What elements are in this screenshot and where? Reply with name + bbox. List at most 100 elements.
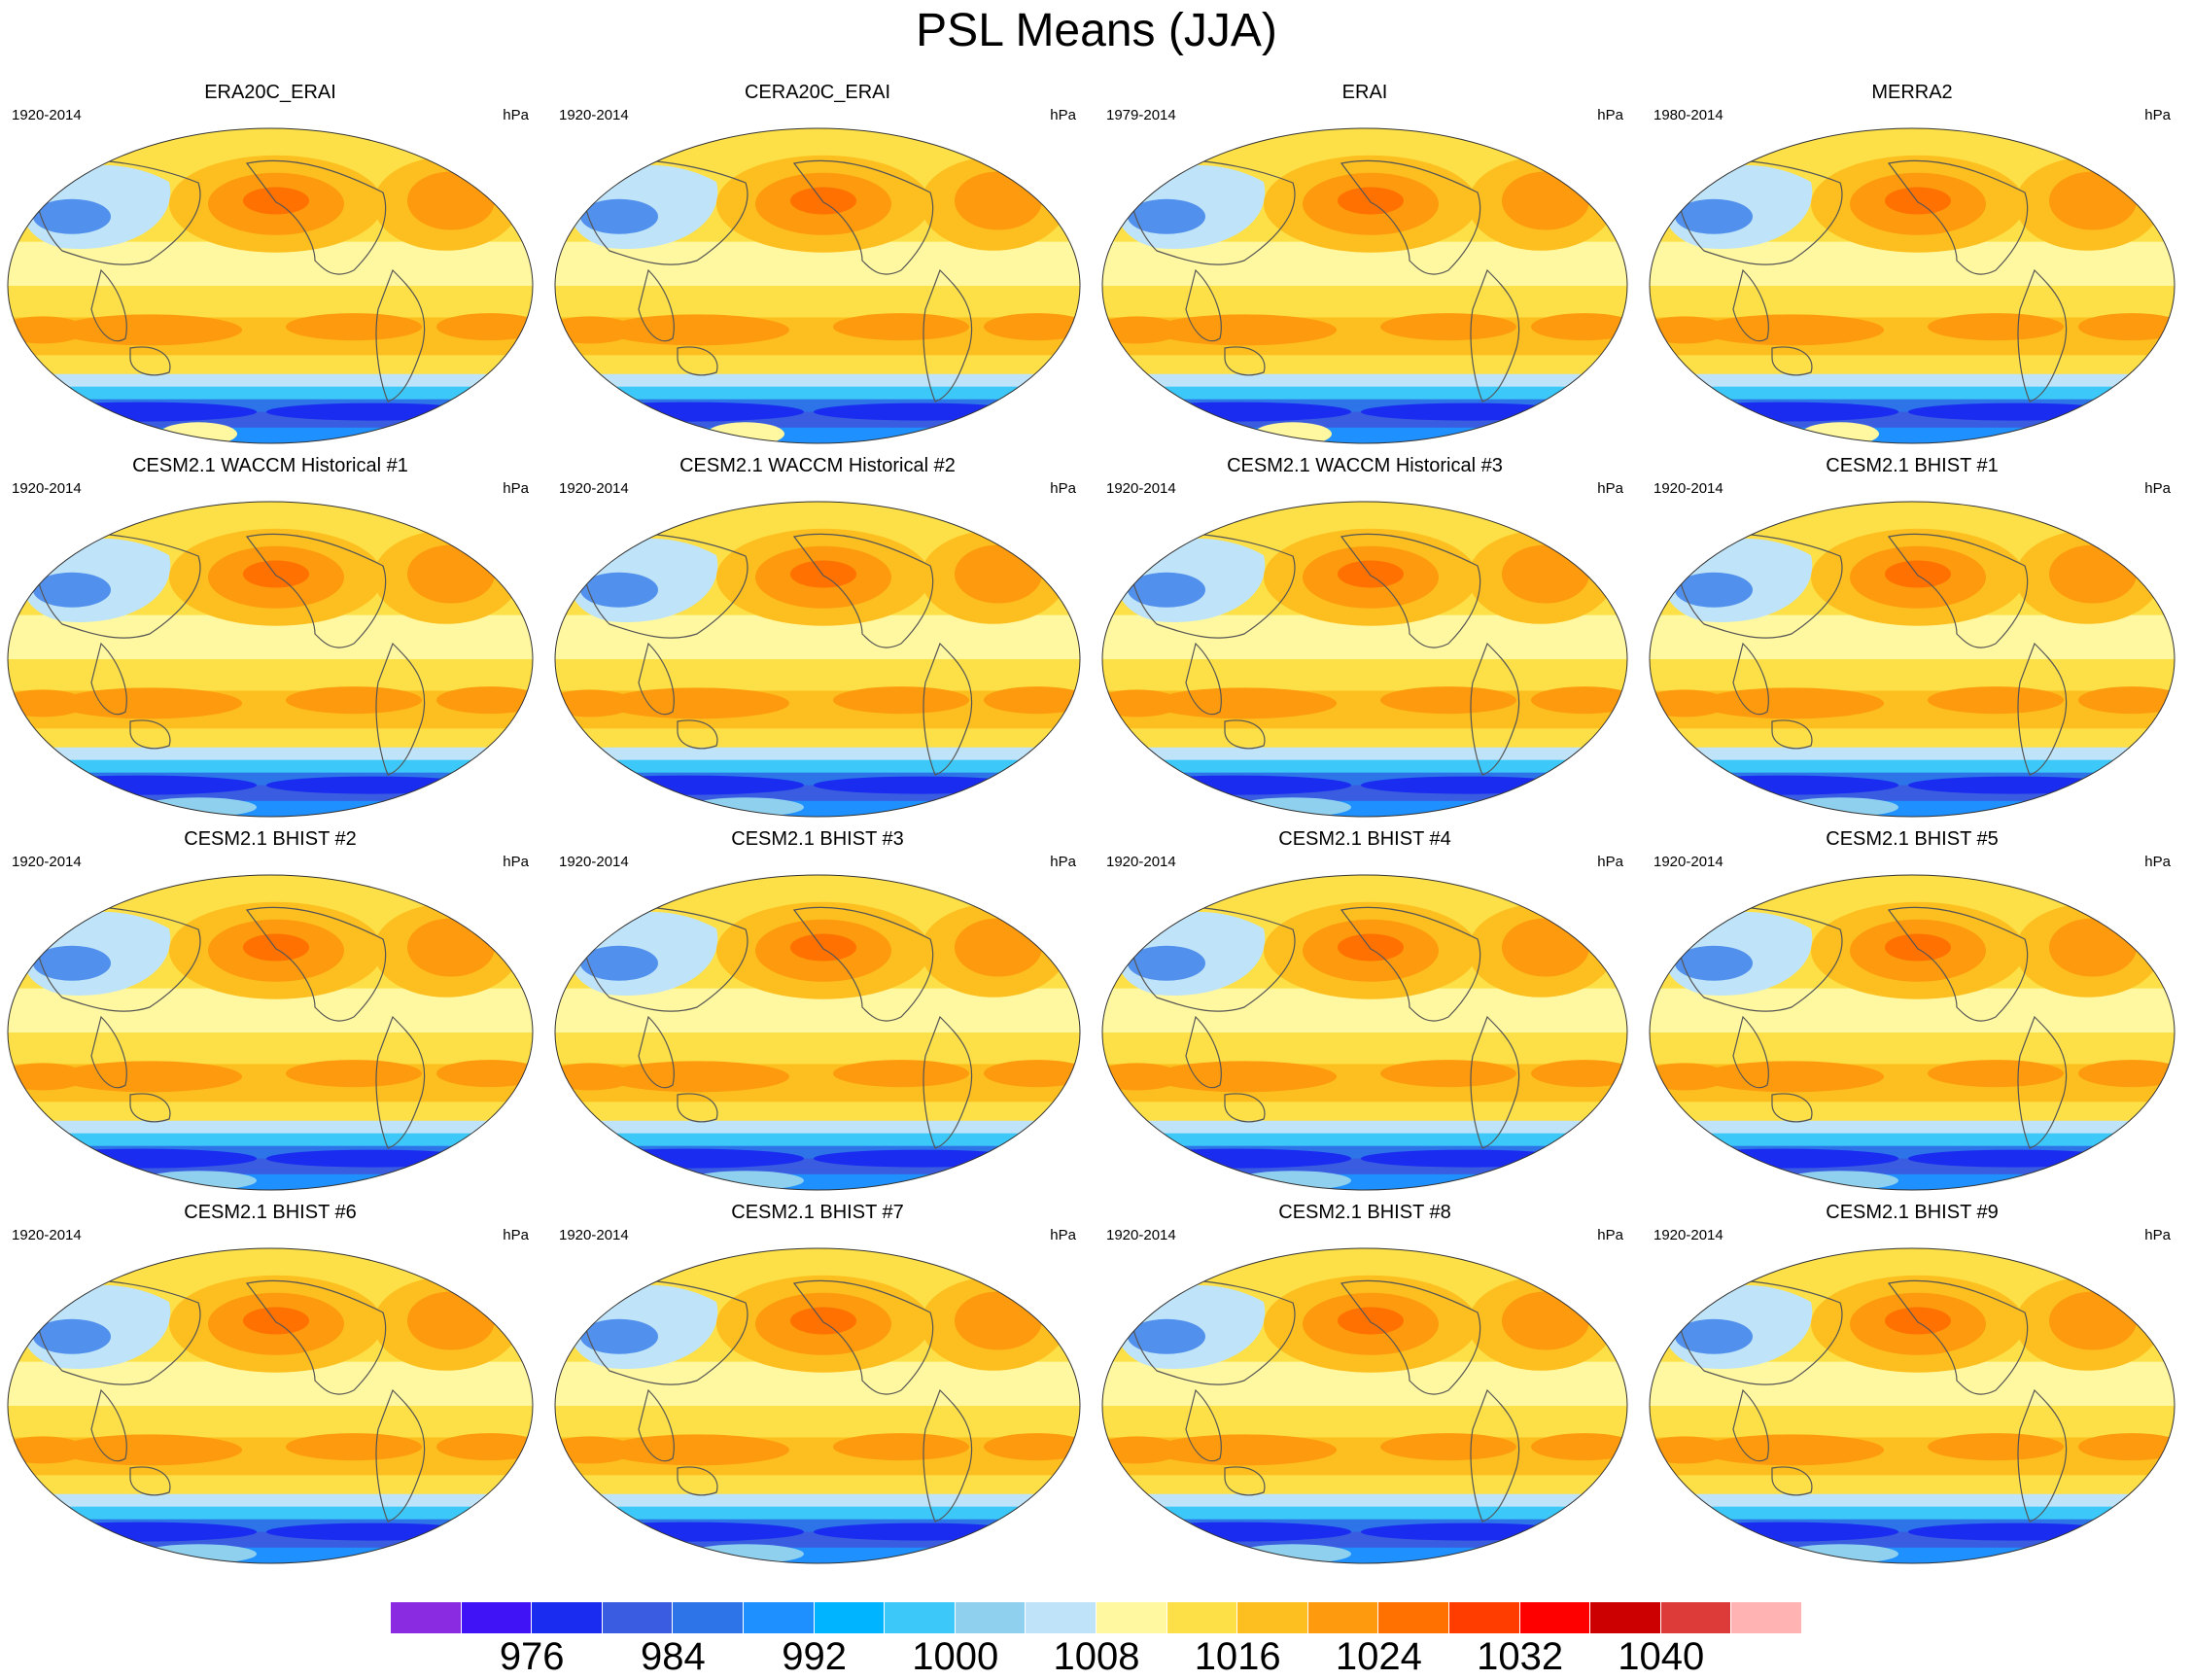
continent-outline — [792, 533, 934, 648]
continent-outline — [638, 642, 675, 716]
antarctic-pattern — [687, 797, 804, 817]
continent-outline — [129, 719, 171, 750]
pressure-band — [8, 386, 533, 401]
southern-ocean-low — [1665, 402, 1898, 422]
colorbar-box — [391, 1602, 462, 1633]
pressure-band — [555, 659, 1080, 692]
continent-outline — [32, 905, 201, 1012]
south-atlantic-high — [436, 1433, 533, 1461]
pressure-band — [1102, 1032, 1627, 1066]
psl-map — [1649, 1247, 2176, 1564]
south-atlantic-high — [984, 1060, 1080, 1088]
colorbar-box — [1660, 1602, 1732, 1633]
south-pacific-high — [1380, 313, 1516, 341]
panel-title: ERA20C_ERAI — [204, 82, 336, 103]
south-indian-high — [57, 687, 242, 719]
asian-low-core — [33, 945, 111, 981]
pressure-band — [555, 1493, 1080, 1508]
panel-years: 1920-2014 — [12, 854, 82, 870]
south-atlantic-high — [1531, 313, 1627, 341]
south-indian-high — [1699, 687, 1884, 719]
north-atlantic-high — [955, 544, 1042, 604]
map-panel: CESM2.1 BHIST #6 1920-2014 hPa — [4, 1200, 537, 1569]
pressure-band — [555, 411, 1080, 429]
southern-ocean-low-east — [1361, 1149, 1575, 1168]
continent-outline — [1732, 1388, 1769, 1462]
continent-outline — [677, 719, 718, 750]
south-indian-high — [605, 1061, 789, 1093]
panel-years: 1920-2014 — [12, 107, 82, 123]
continent-outline — [677, 1466, 718, 1496]
pressure-band — [1102, 1102, 1627, 1122]
colorbar-tick-label: 1032 — [1477, 1635, 1564, 1678]
asian-low-core — [33, 198, 111, 234]
continent-outline — [1127, 532, 1296, 639]
panel-years: 1920-2014 — [1653, 854, 1723, 870]
continent-outline — [922, 1015, 973, 1149]
psl-map — [1101, 1247, 1628, 1564]
continent-outline — [638, 1015, 675, 1089]
asian-low-core — [580, 945, 658, 981]
antarctic-pattern — [140, 797, 257, 817]
pressure-band — [555, 286, 1080, 319]
antarctic-pattern — [1235, 1544, 1351, 1563]
north-atlantic-high — [407, 1291, 495, 1350]
southern-ocean-low — [1665, 775, 1898, 795]
continent-outline — [1674, 905, 1843, 1012]
pressure-band — [1102, 759, 1627, 774]
pressure-band — [1102, 1120, 1627, 1135]
colorbar-box — [532, 1602, 603, 1633]
pressure-band — [1650, 286, 2175, 319]
continent-outline — [1127, 1278, 1296, 1385]
continent-outline — [2017, 1388, 2068, 1522]
continent-outline — [1470, 268, 1520, 402]
continent-outline — [2017, 642, 2068, 776]
south-atlantic-high — [436, 686, 533, 715]
panel-title: CESM2.1 WACCM Historical #2 — [679, 455, 956, 476]
pressure-band — [555, 1102, 1080, 1122]
pressure-band — [1650, 1158, 2175, 1175]
antarctic-pattern — [1235, 1171, 1351, 1190]
panel-title: CESM2.1 WACCM Historical #1 — [132, 455, 408, 476]
south-pacific-high — [1380, 1060, 1516, 1088]
continent-outline — [922, 268, 973, 402]
map-panel: CESM2.1 BHIST #4 1920-2014 hPa — [1098, 826, 1631, 1196]
colorbar-box — [461, 1602, 533, 1633]
psl-map — [554, 501, 1081, 818]
pressure-band — [1102, 1493, 1627, 1508]
north-pacific-high-core — [1338, 933, 1404, 962]
southern-ocean-low — [23, 1522, 257, 1542]
colorbar-box — [1237, 1602, 1308, 1633]
south-pacific-high — [1928, 1433, 2064, 1461]
psl-map — [554, 127, 1081, 444]
pressure-band — [1102, 1531, 1627, 1549]
pressure-band — [8, 728, 533, 749]
panel-title: MERRA2 — [1871, 82, 1953, 103]
continent-outline — [677, 1093, 718, 1123]
southern-ocean-low-east — [814, 1522, 1027, 1541]
continent-outline — [90, 1388, 127, 1462]
map-border — [1649, 501, 2176, 818]
south-atlantic-high — [2078, 313, 2175, 341]
panel-units: hPa — [1050, 854, 1076, 870]
south-atlantic-high — [436, 313, 533, 341]
south-indian-high — [57, 1061, 242, 1093]
continent-outline — [1887, 1279, 2029, 1395]
continent-outline — [677, 346, 718, 376]
south-indian-high — [57, 1434, 242, 1466]
map-border — [1649, 874, 2176, 1191]
pressure-band — [1102, 355, 1627, 375]
southern-ocean-low-east — [1361, 402, 1575, 421]
southern-ocean-low — [571, 1148, 804, 1169]
panel-units: hPa — [1050, 107, 1076, 123]
colorbar-tick-label: 1016 — [1194, 1635, 1281, 1678]
north-pacific-high-core — [243, 560, 309, 588]
colorbar-tick-label: 976 — [499, 1635, 565, 1678]
panel-years: 1920-2014 — [1106, 1227, 1176, 1243]
south-indian-high — [1152, 1434, 1337, 1466]
map-panel: CESM2.1 BHIST #2 1920-2014 hPa — [4, 826, 537, 1196]
map-panel: CESM2.1 BHIST #5 1920-2014 hPa — [1646, 826, 2178, 1196]
north-pacific-high-core — [790, 560, 856, 588]
pressure-band — [1102, 286, 1627, 319]
asian-low-core — [1128, 1318, 1205, 1354]
